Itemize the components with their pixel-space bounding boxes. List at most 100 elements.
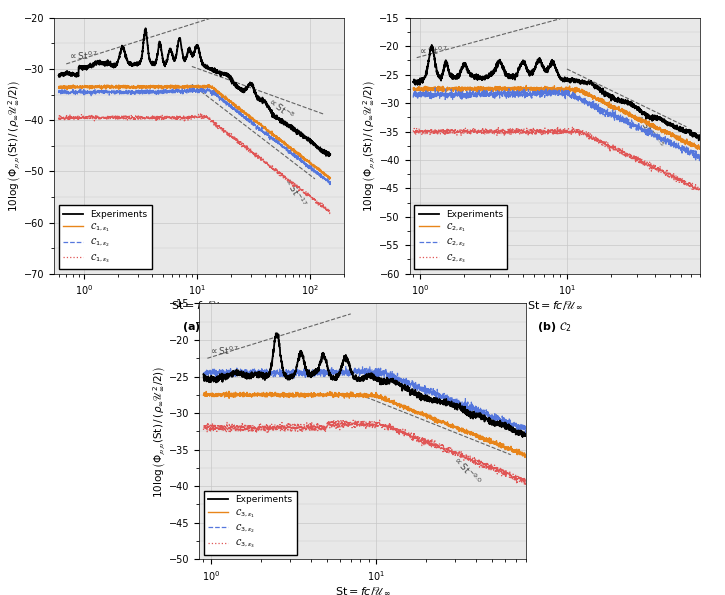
Legend: Experiments, $\mathcal{C}_{2,\varepsilon_1}$, $\mathcal{C}_{2,\varepsilon_2}$, $: Experiments, $\mathcal{C}_{2,\varepsilon… [414,205,508,269]
$\mathcal{C}_{1,\varepsilon_2}$ [54,87,63,95]
$\mathcal{C}_{1,\varepsilon_2}$ [326,181,334,188]
$\mathcal{C}_{1,\varepsilon_1}$ [186,83,195,90]
$\mathcal{C}_{1,\varepsilon_3}$ [268,166,277,173]
$\mathcal{C}_{2,\varepsilon_3}$ [695,186,704,193]
Experiments [695,137,703,144]
$\mathcal{C}_{2,\varepsilon_2}$ [423,87,432,95]
Line: $\mathcal{C}_{2,\varepsilon_2}$: $\mathcal{C}_{2,\varepsilon_2}$ [413,88,700,161]
$\mathcal{C}_{1,\varepsilon_1}$ [318,168,327,176]
$\mathcal{C}_{3,\varepsilon_3}$ [339,415,347,422]
Text: $\propto \mathrm{St}^{-9.0}$: $\propto \mathrm{St}^{-9.0}$ [450,453,484,488]
$\mathcal{C}_{2,\varepsilon_2}$ [695,157,704,164]
Experiments [141,25,150,32]
$\mathcal{C}_{1,\varepsilon_3}$ [54,115,63,123]
Experiments [186,51,195,58]
Experiments [326,151,334,158]
$\mathcal{C}_{3,\varepsilon_1}$ [356,391,365,398]
Line: $\mathcal{C}_{3,\varepsilon_1}$: $\mathcal{C}_{3,\varepsilon_1}$ [204,392,526,458]
Experiments [423,61,432,68]
Y-axis label: $10\log \left( \Phi_{\mathscr{p}\mathscr{p}}(\mathrm{St})\,/\,(\rho_\infty \math: $10\log \left( \Phi_{\mathscr{p}\mathscr… [362,80,378,212]
Experiments [521,431,530,439]
Line: $\mathcal{C}_{1,\varepsilon_2}$: $\mathcal{C}_{1,\varepsilon_2}$ [59,87,330,184]
$\mathcal{C}_{1,\varepsilon_2}$ [318,174,327,181]
Experiments [347,369,356,377]
Experiments [215,371,224,378]
$\mathcal{C}_{3,\varepsilon_2}$ [356,368,365,375]
Experiments [268,111,277,118]
Text: $\propto \mathrm{St}^{0.7}$: $\propto \mathrm{St}^{0.7}$ [418,45,448,57]
$\mathcal{C}_{1,\varepsilon_1}$ [205,81,214,88]
Line: Experiments: Experiments [59,29,330,156]
$\mathcal{C}_{2,\varepsilon_2}$ [548,88,557,95]
Experiments [318,146,327,154]
$\mathcal{C}_{3,\varepsilon_2}$ [347,367,356,374]
$\mathcal{C}_{2,\varepsilon_3}$ [695,186,704,193]
Text: $\propto \mathrm{St}^{-17}$: $\propto \mathrm{St}^{-17}$ [281,174,309,209]
Experiments [324,153,333,160]
$\mathcal{C}_{1,\varepsilon_3}$ [326,208,334,215]
$\mathcal{C}_{3,\varepsilon_3}$ [453,452,462,459]
Text: (a) $\mathcal{C}_1$: (a) $\mathcal{C}_1$ [182,320,217,334]
X-axis label: $\mathrm{St} = fc/\mathscr{U}_\infty$: $\mathrm{St} = fc/\mathscr{U}_\infty$ [526,300,583,312]
$\mathcal{C}_{2,\varepsilon_1}$ [687,140,696,148]
$\mathcal{C}_{3,\varepsilon_1}$ [199,392,208,399]
$\mathcal{C}_{2,\varepsilon_3}$ [687,181,696,188]
$\mathcal{C}_{2,\varepsilon_2}$ [695,153,704,160]
Line: $\mathcal{C}_{2,\varepsilon_1}$: $\mathcal{C}_{2,\varepsilon_1}$ [413,86,700,149]
$\mathcal{C}_{2,\varepsilon_3}$ [409,127,418,134]
$\mathcal{C}_{3,\varepsilon_3}$ [356,422,365,430]
Experiments [409,79,418,86]
$\mathcal{C}_{1,\varepsilon_3}$ [196,110,205,117]
$\mathcal{C}_{1,\varepsilon_2}$ [186,87,195,94]
$\mathcal{C}_{2,\varepsilon_3}$ [548,126,557,133]
$\mathcal{C}_{3,\varepsilon_2}$ [521,429,530,436]
$\mathcal{C}_{3,\varepsilon_1}$ [225,388,233,395]
$\mathcal{C}_{3,\varepsilon_1}$ [512,448,521,455]
Y-axis label: $10\log \left( \Phi_{\mathscr{p}\mathscr{p}}(\mathrm{St})\,/\,(\rho_\infty \math: $10\log \left( \Phi_{\mathscr{p}\mathscr… [152,365,167,497]
Line: $\mathcal{C}_{1,\varepsilon_3}$: $\mathcal{C}_{1,\varepsilon_3}$ [59,114,330,214]
$\mathcal{C}_{1,\varepsilon_3}$ [186,115,195,123]
$\mathcal{C}_{2,\varepsilon_1}$ [695,145,704,152]
Y-axis label: $10\log \left( \Phi_{\mathscr{p}\mathscr{p}}(\mathrm{St})\,/\,(\rho_\infty \math: $10\log \left( \Phi_{\mathscr{p}\mathscr… [7,80,22,212]
Legend: Experiments, $\mathcal{C}_{1,\varepsilon_1}$, $\mathcal{C}_{1,\varepsilon_2}$, $: Experiments, $\mathcal{C}_{1,\varepsilon… [59,205,152,269]
Experiments [453,406,462,414]
$\mathcal{C}_{2,\varepsilon_1}$ [409,84,418,92]
Experiments [541,68,550,76]
$\mathcal{C}_{2,\varepsilon_3}$ [423,127,432,134]
Experiments [695,135,704,142]
$\mathcal{C}_{3,\varepsilon_2}$ [512,422,521,429]
$\mathcal{C}_{1,\varepsilon_2}$ [179,89,188,96]
$\mathcal{C}_{3,\varepsilon_3}$ [199,427,208,434]
$\mathcal{C}_{3,\varepsilon_2}$ [199,371,208,378]
Text: $\propto \mathrm{St}^{-12.5}$: $\propto \mathrm{St}^{-12.5}$ [633,111,666,151]
$\mathcal{C}_{3,\varepsilon_2}$ [512,420,521,427]
Experiments [548,58,557,65]
Text: (b) $\mathcal{C}_2$: (b) $\mathcal{C}_2$ [537,320,572,334]
$\mathcal{C}_{2,\varepsilon_2}$ [687,146,696,154]
Text: $\propto \mathrm{St}^{0.7}$: $\propto \mathrm{St}^{0.7}$ [209,345,239,356]
Line: Experiments: Experiments [413,45,700,140]
$\mathcal{C}_{2,\varepsilon_2}$ [687,149,696,156]
$\mathcal{C}_{2,\varepsilon_1}$ [548,85,557,92]
$\mathcal{C}_{3,\varepsilon_3}$ [521,478,530,485]
$\mathcal{C}_{1,\varepsilon_1}$ [318,170,327,177]
$\mathcal{C}_{2,\varepsilon_1}$ [423,86,432,93]
Experiments [54,71,63,79]
Line: Experiments: Experiments [204,333,526,437]
$\mathcal{C}_{3,\varepsilon_2}$ [521,425,530,433]
$\mathcal{C}_{1,\varepsilon_3}$ [326,210,334,217]
$\mathcal{C}_{1,\varepsilon_3}$ [68,115,77,122]
Experiments [518,433,527,440]
$\mathcal{C}_{2,\varepsilon_3}$ [541,124,550,131]
$\mathcal{C}_{3,\varepsilon_2}$ [215,367,224,374]
Experiments [68,69,77,76]
Line: $\mathcal{C}_{3,\varepsilon_2}$: $\mathcal{C}_{3,\varepsilon_2}$ [204,367,526,433]
$\mathcal{C}_{2,\varepsilon_1}$ [541,84,550,92]
$\mathcal{C}_{1,\varepsilon_2}$ [268,133,277,140]
Experiments [356,376,365,383]
$\mathcal{C}_{1,\varepsilon_3}$ [179,114,188,121]
$\mathcal{C}_{3,\varepsilon_3}$ [215,424,224,431]
$\mathcal{C}_{2,\varepsilon_2}$ [431,84,439,92]
$\mathcal{C}_{3,\varepsilon_3}$ [521,481,529,488]
Line: $\mathcal{C}_{2,\varepsilon_3}$: $\mathcal{C}_{2,\varepsilon_3}$ [413,127,700,190]
